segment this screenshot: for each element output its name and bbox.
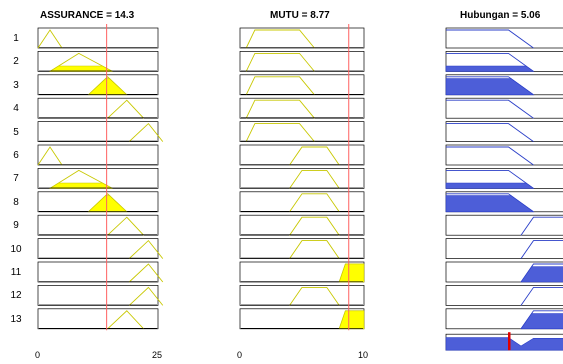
membership-function <box>289 240 340 259</box>
membership-function <box>107 99 144 119</box>
membership-function <box>446 146 534 166</box>
rule-plot-frame <box>239 191 365 213</box>
rule-plot-frame <box>239 121 365 142</box>
axis-tick-label: 0 <box>237 350 243 360</box>
membership-function <box>520 240 563 259</box>
membership-function <box>446 123 534 142</box>
rule-number: 8 <box>13 196 19 208</box>
membership-function <box>289 216 340 236</box>
rule-plot-frame <box>239 97 365 119</box>
membership-function <box>245 123 315 142</box>
membership-function <box>520 286 563 306</box>
rule-plot-frame <box>37 214 159 236</box>
rule-number: 5 <box>13 126 19 138</box>
membership-function <box>128 239 164 259</box>
rule-plot-frame <box>37 27 159 49</box>
axis-tick-label: 10 <box>358 350 369 360</box>
membership-function <box>107 216 144 236</box>
rule-plot-frame <box>239 144 365 166</box>
assurance-title: ASSURANCE = 14.3 <box>40 10 135 21</box>
rule-plot-frame <box>37 238 159 259</box>
rule-plot-frame <box>37 285 159 306</box>
fired-area <box>338 310 365 330</box>
fired-area <box>445 182 535 189</box>
rule-plot-frame <box>445 238 563 259</box>
rule-plot-frame <box>445 27 563 49</box>
rule-plot-frame <box>239 74 365 96</box>
hubungan-title: Hubungan = 5.06 <box>460 10 541 21</box>
rule-plot-frame <box>445 214 563 236</box>
membership-function <box>446 99 534 119</box>
fired-area <box>445 195 535 213</box>
membership-function <box>245 99 315 119</box>
membership-function <box>37 29 63 49</box>
membership-function <box>128 286 164 306</box>
rule-number: 11 <box>10 267 22 278</box>
rule-plot-frame <box>239 214 365 236</box>
fired-area <box>445 78 535 96</box>
fired-area <box>48 65 113 72</box>
fired-area <box>48 182 113 189</box>
membership-function <box>245 29 315 49</box>
mutu-title: MUTU = 8.77 <box>270 10 330 21</box>
rule-plot-frame <box>445 144 563 166</box>
membership-function <box>289 193 340 213</box>
fired-area <box>87 195 128 213</box>
membership-function <box>245 76 315 96</box>
membership-function <box>520 216 563 236</box>
fired-area <box>338 263 365 283</box>
fired-area <box>445 65 535 72</box>
rule-number: 4 <box>13 103 19 115</box>
membership-function <box>245 52 315 72</box>
rule-number: 2 <box>13 56 19 68</box>
rule-plot-frame <box>239 168 365 189</box>
axis-tick-label: 25 <box>152 350 163 360</box>
fired-area <box>87 78 128 96</box>
rule-number: 7 <box>13 173 19 185</box>
membership-function <box>289 169 340 189</box>
membership-function <box>49 52 113 72</box>
membership-function <box>289 146 340 166</box>
membership-function <box>289 286 340 306</box>
rule-plot-frame <box>239 51 365 72</box>
membership-function <box>446 29 534 49</box>
membership-function <box>446 169 534 189</box>
axis-tick-label: 0 <box>35 350 41 360</box>
rule-plot-frame <box>445 285 563 306</box>
rule-number: 3 <box>13 79 19 91</box>
rule-plot-frame <box>37 144 159 166</box>
rule-plot-frame <box>37 308 159 330</box>
membership-function <box>49 169 113 189</box>
rule-plot-frame <box>37 97 159 119</box>
rule-number: 6 <box>13 150 19 161</box>
membership-function <box>37 146 63 166</box>
rule-number: 12 <box>10 290 22 302</box>
rule-number: 9 <box>13 220 19 232</box>
membership-function <box>446 52 534 72</box>
rule-plot-frame <box>239 285 365 306</box>
membership-function <box>128 122 164 142</box>
membership-function <box>107 310 144 330</box>
rule-number: 10 <box>10 243 22 255</box>
rule-number: 13 <box>10 313 22 325</box>
rule-plot-frame <box>445 121 563 142</box>
aggregate-output <box>445 337 563 351</box>
membership-function <box>128 263 164 283</box>
rule-plot-frame <box>239 238 365 259</box>
rule-number: 1 <box>13 33 19 44</box>
rule-plot-frame <box>37 261 159 283</box>
rule-plot-frame <box>445 97 563 119</box>
rule-plot-frame <box>239 27 365 49</box>
rule-plot-frame <box>37 121 159 142</box>
